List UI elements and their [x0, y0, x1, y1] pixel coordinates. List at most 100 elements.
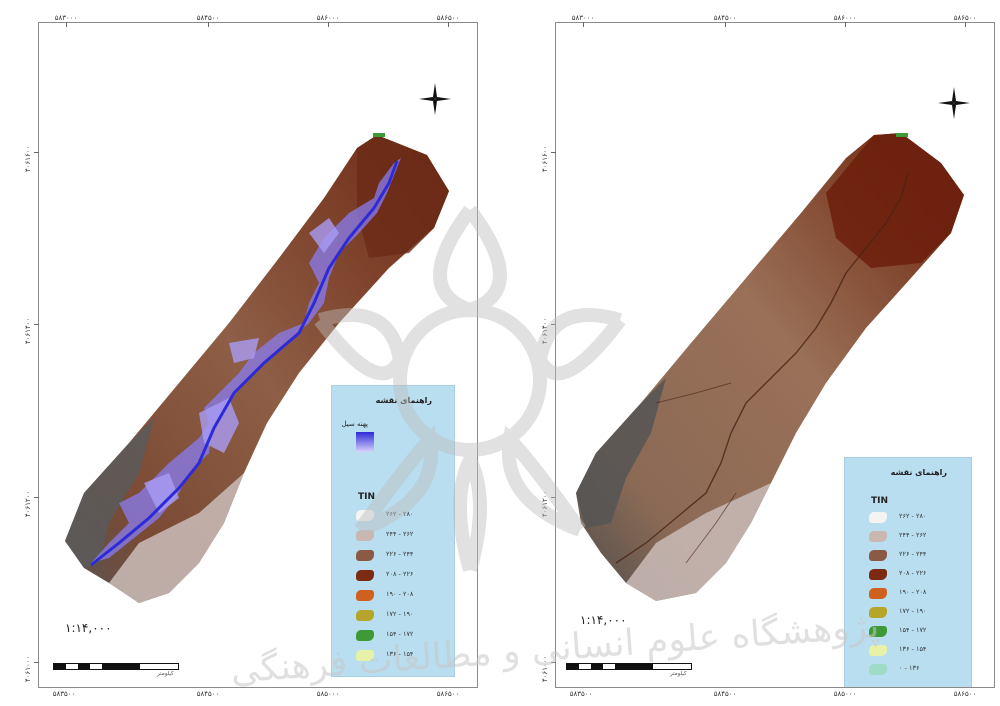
legend-item: ۱۷۲ - ۱۹۰ [356, 610, 446, 622]
legend-item: ۱۵۴ - ۱۷۲ [356, 630, 446, 642]
north-arrow-icon [938, 87, 970, 119]
legend-item-label: ۲۰۸ - ۲۲۶ [899, 569, 927, 577]
legend-swatch [356, 650, 374, 661]
side-coordinate-label: ۴۰۶۱۲۰۰ [24, 490, 32, 517]
drainage-line [655, 382, 732, 404]
legend-tin-label: TIN [358, 492, 376, 502]
legend-swatch [869, 588, 887, 599]
legend-swatch [869, 531, 887, 542]
legend-swatch [356, 570, 374, 581]
terrain-dark-zone [357, 135, 449, 258]
legend-swatch [869, 512, 887, 523]
top-coordinate-label: ۵۸۳۰۰۰ [54, 14, 78, 22]
tick-mark [551, 662, 556, 663]
drainage-line [615, 172, 909, 564]
top-coordinate-label: ۵۸۳۰۰۰ [571, 14, 595, 22]
legend-swatch [869, 664, 887, 675]
tick-mark [328, 22, 329, 27]
legend-title: راهنمای نقشه [375, 396, 432, 405]
bottom-coordinate-label: ۵۸۵۰۰۰ [316, 690, 340, 698]
top-coordinate-label: ۵۸۴۵۰۰ [713, 14, 737, 22]
terrain-light-zone [109, 473, 244, 603]
legend-swatch [869, 607, 887, 618]
scale-ratio: ۱:۱۴,۰۰۰ [580, 613, 627, 627]
legend-item: ۲۶۲ - ۲۸۰ [356, 510, 446, 522]
bottom-coordinate-label: ۵۸۳۵۰۰ [569, 690, 593, 698]
legend-item-label: ۲۲۶ - ۲۴۴ [386, 550, 414, 558]
legend-item: ۱۳۶ - ۱۵۴ [356, 650, 446, 662]
legend-item: ۲۴۴ - ۲۶۲ [356, 530, 446, 542]
tick-mark [208, 22, 209, 27]
top-coordinate-label: ۵۸۶۰۰۰ [316, 14, 340, 22]
legend-item-label: ۲۰۸ - ۲۲۶ [386, 570, 414, 578]
flood-lobe [309, 218, 339, 253]
tick-mark [551, 152, 556, 153]
legend-item-label: ۲۴۴ - ۲۶۲ [386, 530, 414, 538]
bottom-coordinate-label: ۵۸۳۵۰۰ [52, 690, 76, 698]
tick-mark [551, 497, 556, 498]
legend-item-label: ۲۴۴ - ۲۶۲ [899, 531, 927, 539]
flood-lobe [229, 338, 259, 363]
legend-item: ۱۷۲ - ۱۹۰ [869, 607, 959, 619]
terrain-light-zone [626, 483, 771, 601]
bottom-coordinate-label: ۵۸۵۰۰۰ [833, 690, 857, 698]
drainage-line [685, 492, 737, 564]
terrain-dark-zone [826, 133, 964, 268]
flood-map-canvas [65, 133, 449, 603]
side-coordinate-label: ۴۰۶۱۶۰۰ [24, 145, 32, 172]
terrain-grey-zone [576, 378, 666, 528]
scale-bar [53, 663, 179, 670]
legend-item-label: ۱۷۲ - ۱۹۰ [386, 610, 414, 618]
legend-tin-label: TIN [871, 496, 889, 506]
legend-item: ۱۵۴ - ۱۷۲ [869, 626, 959, 638]
legend-swatch [356, 550, 374, 561]
legend-item-label: ۱۵۴ - ۱۷۲ [386, 630, 414, 638]
legend-swatch [869, 626, 887, 637]
legend-item: ۱۹۰ - ۲۰۸ [869, 588, 959, 600]
terrain-grey-zone [65, 418, 154, 568]
legend-item: ۲۰۸ - ۲۲۶ [356, 570, 446, 582]
legend-swatch [356, 610, 374, 621]
side-coordinate-label: ۴۰۶۱۲۰۰ [541, 490, 549, 517]
legend-item-label: ۱۹۰ - ۲۰۸ [899, 588, 927, 596]
legend-item: ۱۳۶ - ۱۵۴ [869, 645, 959, 657]
legend-item: ۲۶۲ - ۲۸۰ [869, 512, 959, 524]
legend-swatch [356, 510, 374, 521]
terrain-green-patch [373, 133, 385, 137]
legend-item-label: ۲۶۲ - ۲۸۰ [386, 510, 414, 518]
tick-mark [965, 22, 966, 27]
legend-swatch [869, 645, 887, 656]
tick-mark [448, 22, 449, 27]
bottom-coordinate-label: ۵۸۴۵۰۰ [713, 690, 737, 698]
legend-item: ۲۴۴ - ۲۶۲ [869, 531, 959, 543]
legend-swatch [869, 569, 887, 580]
side-coordinate-label: ۴۰۶۱۰۰۰ [24, 655, 32, 682]
tick-mark [583, 22, 584, 27]
scale-bar [566, 663, 692, 670]
tick-mark [34, 497, 39, 498]
legend-item-label: ۱۳۶ - ۱۵۴ [386, 650, 414, 658]
side-coordinate-label: ۴۰۶۱۴۰۰ [24, 317, 32, 344]
legend-item-label: ۲۲۶ - ۲۴۴ [899, 550, 927, 558]
top-coordinate-label: ۵۸۶۵۰۰ [953, 14, 977, 22]
legend-title: راهنمای نقشه [890, 468, 947, 477]
top-coordinate-label: ۵۸۴۵۰۰ [196, 14, 220, 22]
tick-mark [34, 324, 39, 325]
flood-lobe [144, 473, 179, 513]
flood-swatch [356, 432, 374, 452]
legend-swatch [356, 630, 374, 641]
bottom-coordinate-label: ۵۸۶۵۰۰ [436, 690, 460, 698]
bottom-coordinate-label: ۵۸۶۵۰۰ [953, 690, 977, 698]
legend-item: ۲۲۶ - ۲۴۴ [356, 550, 446, 562]
flood-map-panel: راهنمای نقشه پهنه سیل TIN ۲۶۲ - ۲۸۰ ۲۴۴ -… [38, 22, 478, 688]
scale-unit: کیلومتر [157, 671, 174, 677]
legend-item: ۰ - ۱۳۶ [869, 664, 959, 676]
side-coordinate-label: ۴۰۶۱۴۰۰ [541, 317, 549, 344]
legend-item-label: ۱۵۴ - ۱۷۲ [899, 626, 927, 634]
bottom-coordinate-label: ۵۸۴۵۰۰ [196, 690, 220, 698]
legend-item-label: ۲۶۲ - ۲۸۰ [899, 512, 927, 520]
side-coordinate-label: ۴۰۶۱۶۰۰ [541, 145, 549, 172]
legend-item-label: ۱۷۲ - ۱۹۰ [899, 607, 927, 615]
legend-item: ۱۹۰ - ۲۰۸ [356, 590, 446, 602]
tick-mark [66, 22, 67, 27]
